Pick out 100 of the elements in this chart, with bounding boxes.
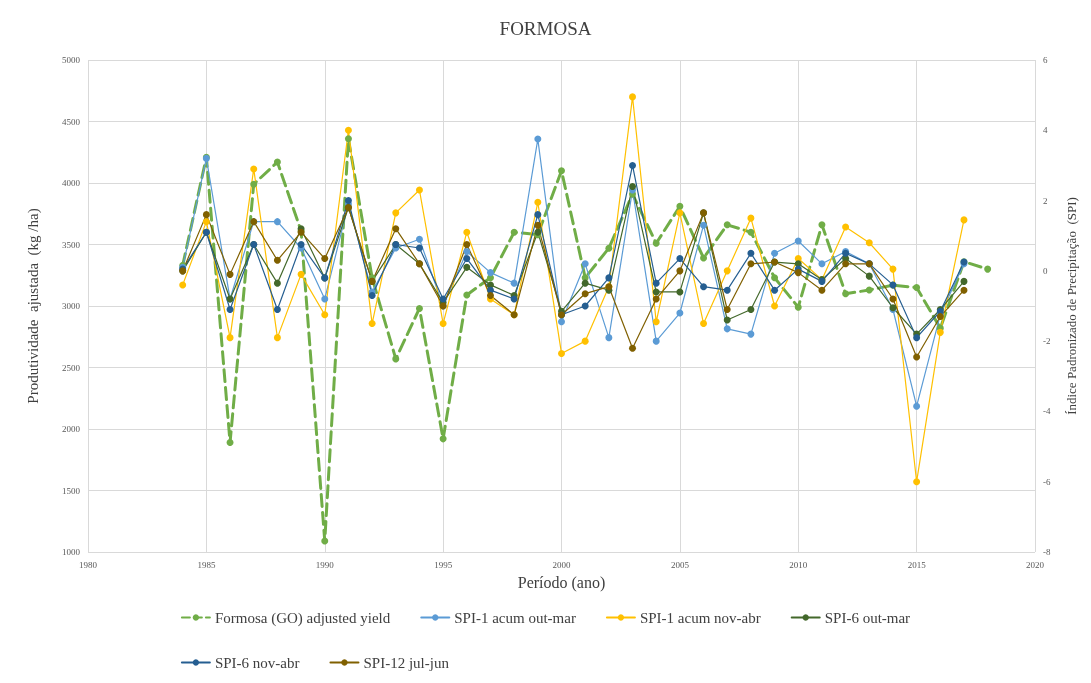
point — [794, 237, 802, 245]
point — [463, 255, 471, 263]
point — [321, 311, 329, 319]
y2-tick-label: -6 — [1043, 476, 1051, 487]
point — [747, 249, 755, 257]
point — [605, 334, 613, 342]
y2-tick-label: 4 — [1043, 125, 1048, 136]
point — [652, 318, 660, 326]
point — [676, 255, 684, 263]
point — [723, 267, 731, 275]
point — [913, 402, 921, 410]
legend-label: SPI-1 acum out-mar — [454, 609, 576, 626]
point — [605, 244, 613, 252]
point — [415, 244, 423, 252]
point — [771, 274, 779, 282]
point — [250, 165, 258, 173]
point — [676, 209, 684, 217]
point — [273, 334, 281, 342]
point — [700, 221, 708, 229]
point — [179, 281, 187, 289]
point — [652, 295, 660, 303]
x-tick-label: 1985 — [197, 559, 216, 570]
legend-label: SPI-12 jul-jun — [363, 654, 450, 671]
point — [581, 337, 589, 345]
point — [723, 325, 731, 333]
x-tick-label: 1995 — [434, 559, 453, 570]
point — [558, 167, 565, 175]
point — [676, 309, 684, 317]
point — [960, 286, 968, 294]
x-tick-label: 1980 — [79, 559, 98, 570]
point — [581, 279, 589, 287]
point — [747, 330, 755, 338]
y2-tick-label: 2 — [1043, 195, 1048, 206]
point — [226, 439, 234, 447]
point — [652, 279, 660, 287]
x-tick-label: 2005 — [670, 559, 690, 570]
point — [700, 283, 708, 291]
point — [250, 180, 258, 188]
point — [700, 254, 708, 262]
point — [344, 126, 352, 134]
point — [747, 306, 755, 314]
point — [392, 355, 400, 363]
x-tick-label: 1990 — [315, 559, 335, 570]
y-tick-label: 4000 — [62, 178, 81, 188]
point — [558, 318, 565, 326]
point — [700, 320, 708, 328]
point — [558, 349, 565, 357]
chart-title: FORMOSA — [499, 18, 592, 39]
point — [865, 272, 873, 280]
point — [913, 334, 921, 342]
point — [984, 265, 992, 273]
point — [652, 239, 660, 247]
point — [486, 291, 494, 299]
point — [463, 248, 471, 256]
point — [723, 306, 731, 314]
point — [818, 221, 826, 229]
legend-label: Formosa (GO) adjusted yield — [214, 609, 391, 627]
y-axis-title: Produtividade ajustada (kg /ha) — [24, 208, 42, 404]
point — [842, 290, 850, 298]
point — [818, 286, 826, 294]
point — [842, 260, 850, 268]
y-tick-label: 5000 — [62, 55, 81, 65]
point — [534, 198, 542, 206]
point — [865, 239, 873, 247]
point — [321, 537, 329, 545]
legend-label: SPI-1 acum nov-abr — [639, 609, 761, 626]
point — [865, 286, 873, 294]
point — [344, 135, 352, 143]
point — [273, 218, 281, 226]
point — [415, 304, 423, 312]
x-tick-label: 2000 — [552, 559, 571, 570]
point — [581, 290, 589, 298]
point — [534, 221, 542, 229]
point — [273, 256, 281, 264]
x-tick-label: 2010 — [789, 559, 808, 570]
y2-tick-label: 0 — [1043, 265, 1048, 276]
point — [818, 260, 826, 268]
point — [415, 235, 423, 243]
point — [605, 274, 613, 282]
y-tick-label: 1000 — [62, 547, 81, 557]
y2-tick-label: 6 — [1043, 55, 1048, 65]
y-tick-label: 1500 — [62, 485, 81, 496]
legend-label: SPI-6 nov-abr — [214, 654, 300, 671]
point — [226, 270, 234, 278]
y2-tick-label: -2 — [1043, 336, 1051, 347]
point — [463, 291, 471, 299]
y-tick-label: 3500 — [62, 239, 81, 250]
point — [297, 241, 305, 248]
point — [321, 295, 329, 303]
point — [676, 267, 684, 275]
point — [842, 223, 850, 231]
y-tick-label: 4500 — [62, 116, 81, 127]
point — [463, 241, 471, 248]
point — [747, 260, 755, 268]
point — [415, 186, 423, 194]
point — [771, 249, 779, 257]
point — [913, 353, 921, 361]
point — [510, 279, 518, 287]
point — [510, 295, 518, 303]
point — [629, 93, 637, 101]
